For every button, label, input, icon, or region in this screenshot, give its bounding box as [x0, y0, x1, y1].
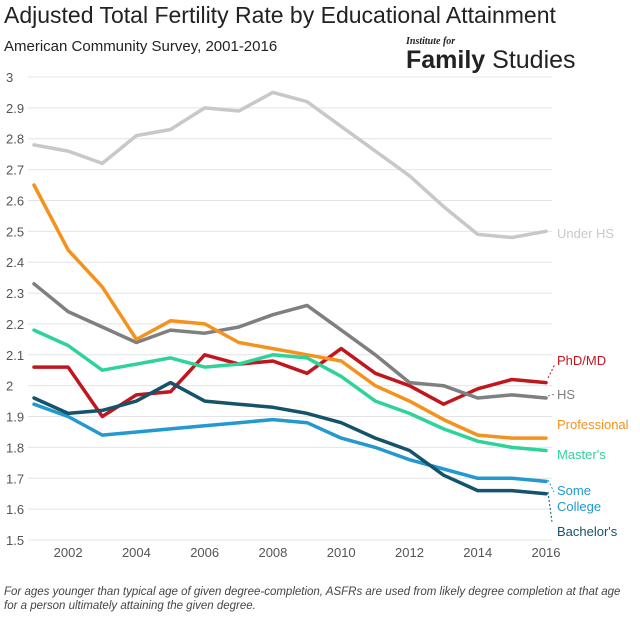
leader-phd-md [547, 363, 556, 379]
y-tick-1.9: 1.9 [6, 410, 24, 425]
logo-bold-text: Family [406, 46, 486, 74]
logo-wordmark: Family Studies [406, 48, 576, 73]
series-label-phd-md: PhD/MD [557, 353, 606, 368]
series-label-some-college: Some College [557, 483, 601, 514]
series-label-hs: HS [557, 387, 575, 402]
y-tick-3: 3 [6, 70, 13, 85]
series-label-professional: Professional [557, 417, 629, 432]
y-tick-1.7: 1.7 [6, 471, 24, 486]
institute-for-family-studies-logo: Institute for Family Studies [406, 36, 576, 73]
y-tick-2.1: 2.1 [6, 348, 24, 363]
series-label-master-s: Master's [557, 447, 606, 462]
y-tick-2.6: 2.6 [6, 193, 24, 208]
logo-light-word: Studies [492, 46, 576, 74]
series-labels: Under HS PhD/MD HS Professional Master's Some… [547, 226, 629, 539]
series-line-master-s [32, 328, 548, 453]
series-label-under-hs: Under HS [557, 226, 614, 241]
y-axis-tick-labels: 1.5 1.6 1.7 1.8 1.9 2 2.1 2.2 2.3 2.4 2.5 2.6 2.7 2.8… [6, 70, 24, 548]
chart-subtitle: American Community Survey, 2001-2016 [4, 38, 278, 55]
footnote: For ages younger than typical age of giv… [4, 586, 621, 612]
line-chart: 1.5 1.6 1.7 1.8 1.9 2 2.1 2.2 2.3 2.4 2.5 2.6 2.7 2.8… [6, 70, 629, 560]
y-tick-2.4: 2.4 [6, 255, 24, 270]
leader-hs [547, 393, 556, 397]
y-tick-2.8: 2.8 [6, 132, 24, 147]
x-tick-2010: 2010 [327, 545, 356, 560]
series-label-bachelor-s: Bachelor's [557, 524, 618, 539]
series-line-hs [32, 282, 548, 400]
x-axis-tick-labels: 2002 2004 2006 2008 2010 2012 2014 2016 [54, 545, 561, 560]
series-line-some-college [32, 402, 548, 484]
series-lines [32, 90, 548, 496]
leader-some-college [547, 479, 555, 493]
y-tick-2.7: 2.7 [6, 163, 24, 178]
y-tick-2.3: 2.3 [6, 286, 24, 301]
x-tick-2012: 2012 [395, 545, 424, 560]
leader-bachelor-s [547, 491, 553, 523]
y-tick-2.5: 2.5 [6, 224, 24, 239]
series-line-bachelor-s [32, 380, 548, 496]
x-tick-2004: 2004 [122, 545, 151, 560]
y-tick-1.5: 1.5 [6, 533, 24, 548]
y-tick-2: 2 [6, 379, 13, 394]
x-tick-2006: 2006 [190, 545, 219, 560]
logo-top-text: Institute for [406, 36, 456, 47]
chart-title: Adjusted Total Fertility Rate by Educati… [4, 2, 556, 28]
x-tick-2016: 2016 [532, 545, 561, 560]
series-line-professional [32, 183, 548, 440]
x-tick-2014: 2014 [463, 545, 492, 560]
y-tick-1.8: 1.8 [6, 440, 24, 455]
x-tick-2002: 2002 [54, 545, 83, 560]
y-tick-1.6: 1.6 [6, 502, 24, 517]
x-tick-2008: 2008 [258, 545, 287, 560]
y-tick-2.9: 2.9 [6, 101, 24, 116]
series-line-under-hs [32, 90, 548, 240]
y-tick-2.2: 2.2 [6, 317, 24, 332]
